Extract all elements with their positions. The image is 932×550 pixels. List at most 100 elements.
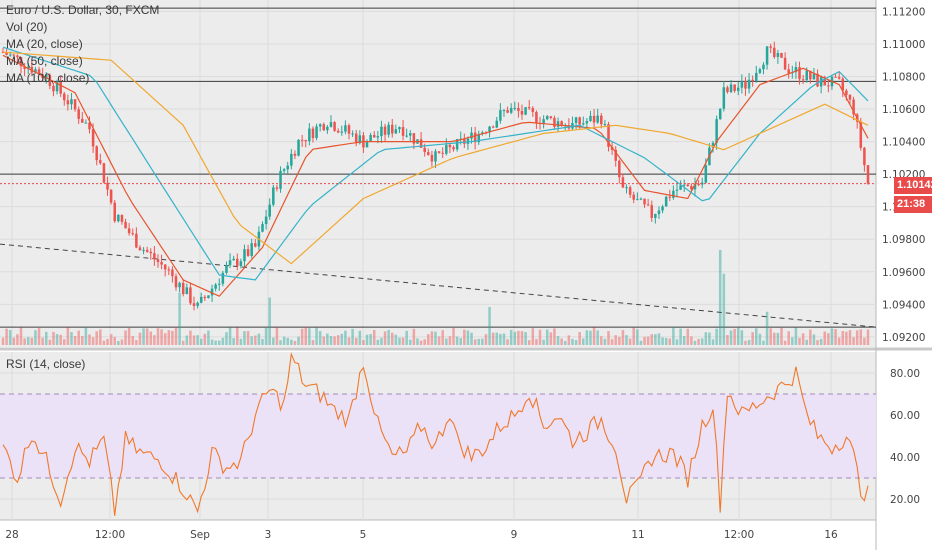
- candle-body: [758, 69, 762, 73]
- rsi-label[interactable]: RSI (14, close): [6, 357, 86, 371]
- volume-bar: [708, 332, 711, 345]
- candle-body: [138, 247, 142, 251]
- volume-bar: [181, 340, 185, 345]
- volume-bar: [650, 334, 654, 345]
- volume-bar: [740, 330, 744, 345]
- volume-bar: [491, 332, 495, 345]
- candle-body: [527, 107, 531, 109]
- horizontal-levels[interactable]: [0, 7, 876, 328]
- candle-body: [84, 122, 88, 124]
- candle-body: [502, 110, 506, 112]
- volume-bar: [153, 335, 156, 345]
- trendline[interactable]: [0, 243, 877, 328]
- axis-gutter: [876, 0, 932, 550]
- candle-body: [715, 119, 718, 143]
- candle-body: [163, 264, 167, 270]
- candle-body: [718, 108, 722, 120]
- time-tick-label: 9: [511, 529, 518, 541]
- candle-body: [499, 110, 502, 121]
- volume-bar: [304, 327, 308, 345]
- volume-bar: [711, 339, 715, 345]
- volume-bar: [596, 330, 599, 345]
- candle-body: [765, 46, 769, 65]
- candle-body: [48, 74, 52, 86]
- volume-bar: [264, 328, 268, 345]
- volume-bar: [744, 340, 747, 345]
- candle-body: [470, 132, 473, 139]
- candle-body: [434, 151, 437, 162]
- indicator-vol[interactable]: Vol (20): [6, 20, 48, 34]
- volume-bar: [423, 339, 426, 345]
- volume-bar: [430, 331, 434, 345]
- volume-bar: [715, 328, 718, 345]
- candle-body: [387, 124, 390, 135]
- volume-bar: [351, 328, 354, 345]
- volume-bar: [34, 330, 37, 345]
- candle-body: [837, 77, 841, 79]
- volume-bar: [106, 338, 109, 345]
- candle-body: [773, 47, 776, 57]
- volume-bar: [531, 328, 535, 345]
- candle-body: [300, 139, 304, 141]
- volume-bar: [261, 339, 264, 345]
- rsi-tick-label: 40.00: [890, 452, 920, 464]
- volume-bar: [221, 337, 225, 345]
- price-tick-label: 1.10800: [882, 71, 925, 83]
- volume-bar: [311, 340, 315, 345]
- indicator-ma50[interactable]: MA (50, close): [6, 54, 83, 68]
- volume-bar: [372, 329, 376, 345]
- volume-bar: [207, 330, 210, 345]
- volume-bar: [600, 336, 603, 345]
- volume-bar: [99, 329, 102, 345]
- volume-bar: [618, 336, 621, 345]
- candle-body: [780, 53, 783, 58]
- candle-body: [592, 115, 596, 123]
- volume-bar: [387, 329, 390, 345]
- candle-body: [787, 69, 790, 74]
- moving-averages: [2, 46, 869, 297]
- volume-bar: [751, 332, 754, 345]
- candle-body: [744, 80, 747, 89]
- volume-bar: [376, 339, 380, 345]
- volume-bar: [282, 336, 286, 345]
- volume-bar: [315, 327, 318, 345]
- volume-bar: [142, 328, 145, 345]
- candle-body: [441, 152, 444, 154]
- price-pane[interactable]: [0, 0, 876, 347]
- volume-bar: [102, 340, 106, 345]
- volume-bar: [517, 330, 520, 345]
- candle-body: [852, 99, 855, 115]
- time-tick-label: Sep: [190, 529, 210, 541]
- candle-body: [596, 115, 599, 123]
- candle-body: [16, 55, 19, 58]
- volume-bar: [217, 340, 221, 345]
- volume-bar: [84, 327, 88, 345]
- indicator-ma20[interactable]: MA (20, close): [6, 37, 83, 51]
- candle-body: [491, 126, 495, 128]
- volume-bar: [726, 335, 729, 345]
- volume-bar: [117, 340, 120, 345]
- volume-bar: [326, 333, 329, 345]
- candle-body: [145, 249, 149, 252]
- candle-body: [437, 151, 441, 153]
- candle-body: [272, 187, 275, 205]
- volume-bar: [48, 339, 52, 345]
- candle-body: [549, 116, 553, 118]
- volume-bar: [380, 337, 383, 345]
- volume-bar: [679, 328, 682, 345]
- candle-body: [643, 198, 646, 205]
- ma-line: [2, 51, 869, 265]
- candle-body: [372, 135, 376, 138]
- candle-body: [582, 123, 585, 125]
- candle-body: [668, 196, 672, 198]
- volume-bar: [542, 339, 545, 345]
- volume-bar: [632, 327, 635, 345]
- candle-body: [585, 121, 589, 124]
- volume-bar: [124, 330, 127, 345]
- indicator-ma100[interactable]: MA (100, close): [6, 71, 90, 85]
- candle-body: [221, 272, 225, 284]
- candle-body: [466, 138, 470, 144]
- volume-bar: [73, 335, 77, 345]
- volume-bar: [135, 340, 138, 345]
